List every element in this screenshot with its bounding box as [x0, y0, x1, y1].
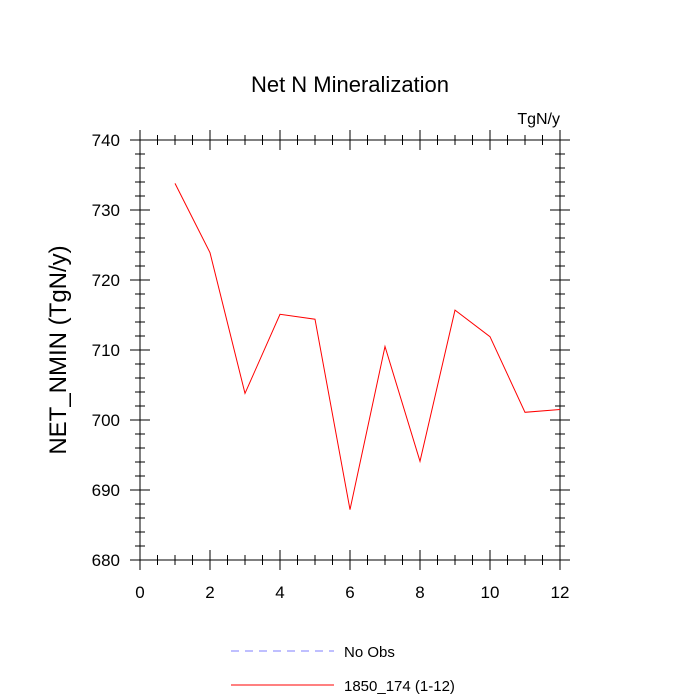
- x-tick-label: 2: [205, 583, 214, 602]
- y-tick-label: 720: [92, 271, 120, 290]
- y-tick-label: 710: [92, 341, 120, 360]
- series-layer: [174, 183, 561, 510]
- tick-labels: 0 2 4 6 8 10 12 680 690 700 710 720 730 740: [92, 131, 570, 602]
- units-label: TgN/y: [517, 111, 560, 128]
- chart-title: Net N Mineralization: [251, 72, 449, 97]
- legend-label: 1850_174 (1-12): [344, 678, 455, 695]
- y-tick-label: 690: [92, 481, 120, 500]
- legend-label: No Obs: [344, 644, 395, 661]
- x-tick-label: 4: [275, 583, 284, 602]
- x-tick-label: 12: [551, 583, 570, 602]
- y-axis-label: NET_NMIN (TgN/y): [45, 245, 72, 454]
- series-line: [174, 183, 561, 510]
- y-tick-label: 740: [92, 131, 120, 150]
- plot-frame: [139, 139, 561, 561]
- x-tick-label: 0: [135, 583, 144, 602]
- y-tick-label: 680: [92, 551, 120, 570]
- y-tick-label: 700: [92, 411, 120, 430]
- legend: No Obs 1850_174 (1-12): [231, 644, 455, 695]
- axis-ticks: [130, 130, 570, 570]
- x-tick-label: 10: [481, 583, 500, 602]
- x-tick-label: 8: [415, 583, 424, 602]
- x-tick-label: 6: [345, 583, 354, 602]
- y-tick-label: 730: [92, 201, 120, 220]
